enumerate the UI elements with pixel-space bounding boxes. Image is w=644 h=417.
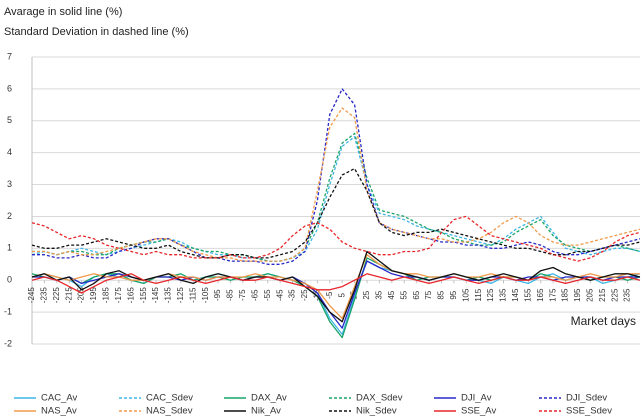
x-tick-label: 145 — [511, 288, 520, 302]
x-tick-label: 85 — [437, 290, 446, 299]
y-tick-label: -2 — [4, 338, 12, 348]
x-tick-label: -135 — [164, 287, 173, 304]
legend-item: CAC_Sdev — [119, 393, 193, 404]
legend-item: DAX_Sdev — [329, 393, 403, 404]
y-tick-label: 1 — [7, 243, 12, 253]
legend-item: Nik_Av — [224, 406, 281, 417]
x-tick-label: -185 — [102, 287, 111, 304]
series-line — [32, 132, 641, 262]
x-tick-label: -215 — [64, 287, 73, 304]
x-tick-label: 235 — [623, 288, 632, 302]
x-tick-label: -65 — [250, 289, 259, 301]
legend-label: DJI_Sdev — [566, 393, 607, 404]
legend-label: SSE_Sdev — [566, 406, 612, 417]
x-axis-label: Market days — [571, 314, 636, 328]
legend-label: DAX_Av — [251, 393, 287, 404]
x-tick-label: 45 — [387, 290, 396, 299]
legend-label: DAX_Sdev — [356, 393, 403, 404]
x-tick-label: -95 — [213, 289, 222, 301]
legend-item: SSE_Av — [434, 406, 496, 417]
legend-item: NAS_Sdev — [119, 406, 193, 417]
x-tick-label: 155 — [523, 288, 532, 302]
legend-label: CAC_Sdev — [146, 393, 193, 404]
x-tick-label: -105 — [201, 287, 210, 304]
y-tick-label: 4 — [7, 147, 12, 157]
y-tick-label: 3 — [7, 179, 12, 189]
x-tick-label: 185 — [561, 288, 570, 302]
legend-label: SSE_Av — [461, 406, 496, 417]
x-tick-label: 75 — [424, 290, 433, 299]
legend-item: DJI_Sdev — [539, 393, 607, 404]
x-tick-label: -5 — [325, 291, 334, 299]
x-tick-label: 195 — [573, 288, 582, 302]
x-tick-label: -75 — [238, 289, 247, 301]
x-tick-label: -115 — [188, 287, 197, 303]
x-tick-label: -85 — [226, 289, 235, 301]
x-tick-label: -45 — [275, 289, 284, 301]
y-tick-label: -1 — [4, 306, 12, 316]
x-tick-label: 25 — [362, 290, 371, 299]
x-tick-label: 205 — [585, 288, 594, 302]
legend-label: CAC_Av — [41, 393, 78, 404]
series-line — [32, 107, 641, 262]
legend-item: CAC_Av — [14, 393, 78, 404]
legend-label: NAS_Av — [41, 406, 77, 417]
series-line — [31, 273, 641, 294]
x-tick-label: 125 — [486, 288, 495, 302]
x-tick-label: -25 — [300, 289, 309, 301]
chart-title: Avarage in solid line (%) — [4, 6, 122, 18]
series-line — [32, 88, 641, 265]
x-tick-label: -205 — [77, 287, 86, 304]
y-tick-label: 7 — [7, 51, 12, 61]
x-tick-label: -235 — [40, 287, 49, 304]
legend-item: DAX_Av — [224, 393, 287, 404]
x-tick-label: -225 — [52, 287, 61, 304]
x-tick-label: 135 — [499, 288, 508, 302]
series-line — [31, 215, 641, 262]
series-line — [31, 250, 641, 323]
x-tick-label: 165 — [536, 288, 545, 302]
x-tick-label: 5 — [337, 292, 346, 297]
x-tick-label: -55 — [263, 289, 272, 301]
x-tick-label: 55 — [399, 290, 408, 299]
legend-label: DJI_Av — [461, 393, 492, 404]
x-tick-label: -195 — [89, 287, 98, 304]
legend-item: NAS_Av — [14, 406, 77, 417]
x-tick-label: -245 — [27, 287, 36, 304]
x-tick-label: -145 — [151, 287, 160, 304]
x-tick-label: -175 — [114, 287, 123, 304]
x-tick-label: 105 — [461, 288, 470, 302]
y-tick-label: 5 — [7, 115, 12, 125]
x-tick-label: -165 — [126, 287, 135, 304]
x-tick-label: 95 — [449, 290, 458, 299]
legend-label: Nik_Sdev — [356, 406, 397, 417]
y-tick-label: 0 — [7, 275, 12, 285]
x-tick-label: -155 — [139, 287, 148, 304]
y-tick-label: 6 — [7, 83, 12, 93]
x-tick-label: 175 — [548, 288, 557, 302]
x-tick-label: -35 — [288, 289, 297, 301]
x-tick-label: 65 — [412, 290, 421, 299]
y-tick-label: 2 — [7, 211, 12, 221]
legend-label: Nik_Av — [251, 406, 281, 417]
x-tick-label: -15 — [312, 289, 321, 301]
legend-item: Nik_Sdev — [329, 406, 397, 417]
legend-item: SSE_Sdev — [539, 406, 612, 417]
series-line — [31, 254, 640, 320]
series-line — [31, 167, 641, 259]
x-tick-label: 115 — [474, 288, 483, 301]
x-tick-label: -125 — [176, 287, 185, 304]
chart-subtitle: Standard Deviation in dashed line (%) — [4, 26, 189, 38]
legend-label: NAS_Sdev — [146, 406, 193, 417]
x-tick-label: 215 — [598, 288, 607, 302]
x-tick-label: 225 — [610, 288, 619, 302]
legend-item: DJI_Av — [434, 393, 492, 404]
series-line — [31, 136, 641, 262]
x-tick-label: 35 — [375, 290, 384, 299]
